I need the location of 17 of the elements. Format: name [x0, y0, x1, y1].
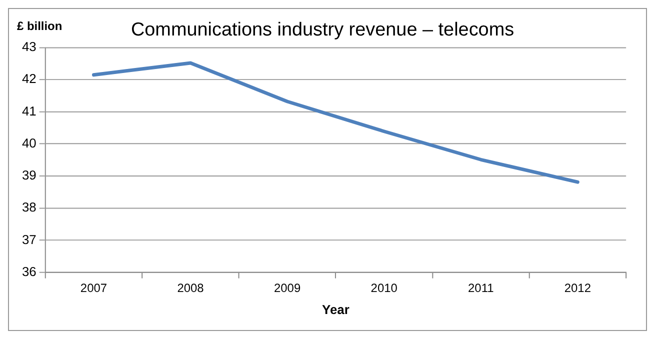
y-axis-title: £ billion: [16, 19, 62, 34]
y-tick-label: 38: [22, 200, 36, 215]
chart-title: Communications industry revenue – telecoms: [130, 19, 514, 40]
x-tick-label: 2012: [564, 280, 592, 295]
y-tick-label: 43: [22, 39, 36, 54]
y-tick-label: 39: [22, 168, 36, 183]
y-tick-label: 37: [22, 232, 36, 247]
x-tick-label: 2009: [274, 280, 301, 295]
x-tick-label: 2011: [468, 280, 494, 295]
y-tick-label: 36: [22, 264, 36, 279]
y-tick-label: 40: [22, 135, 36, 150]
y-tick-label: 41: [22, 103, 36, 118]
y-tick-label: 42: [22, 71, 36, 86]
x-axis-title: Year: [322, 302, 350, 317]
x-tick-label: 2010: [370, 280, 398, 295]
x-tick-label: 2008: [177, 280, 204, 295]
x-tick-label: 2007: [80, 280, 108, 295]
